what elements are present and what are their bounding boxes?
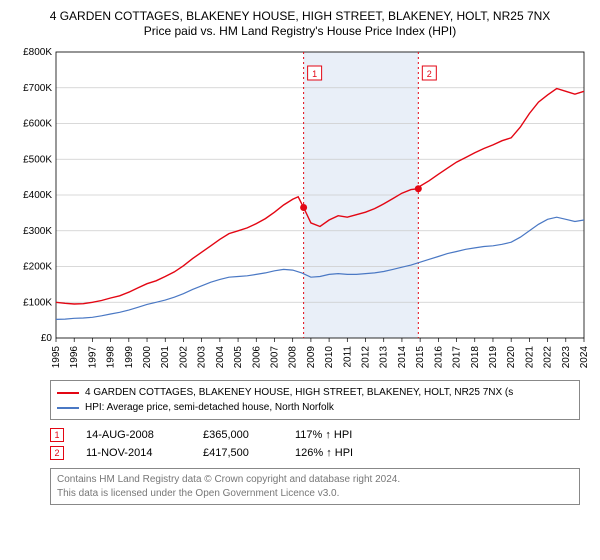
svg-text:£200K: £200K xyxy=(23,262,52,273)
svg-text:2023: 2023 xyxy=(561,346,572,369)
svg-text:2024: 2024 xyxy=(579,346,590,369)
svg-text:£700K: £700K xyxy=(23,83,52,94)
svg-text:2020: 2020 xyxy=(506,346,517,369)
legend-label: HPI: Average price, semi-detached house,… xyxy=(85,400,334,415)
svg-text:£600K: £600K xyxy=(23,119,52,130)
svg-text:2015: 2015 xyxy=(415,346,426,369)
svg-text:2002: 2002 xyxy=(178,346,189,369)
sale-price: £365,000 xyxy=(203,429,273,441)
legend: 4 GARDEN COTTAGES, BLAKENEY HOUSE, HIGH … xyxy=(50,380,580,420)
svg-text:£400K: £400K xyxy=(23,190,52,201)
table-row: 2 11-NOV-2014 £417,500 126% ↑ HPI xyxy=(50,444,580,462)
sale-marker-icon: 2 xyxy=(50,446,64,460)
svg-text:£0: £0 xyxy=(41,333,53,344)
legend-item: 4 GARDEN COTTAGES, BLAKENEY HOUSE, HIGH … xyxy=(57,385,573,400)
svg-text:£800K: £800K xyxy=(23,47,52,58)
legend-swatch xyxy=(57,392,79,394)
legend-swatch xyxy=(57,407,79,409)
svg-text:2016: 2016 xyxy=(433,346,444,369)
svg-text:2001: 2001 xyxy=(160,346,171,369)
svg-text:2009: 2009 xyxy=(306,346,317,369)
attribution-line: Contains HM Land Registry data © Crown c… xyxy=(57,473,573,487)
sale-date: 11-NOV-2014 xyxy=(86,447,181,459)
svg-text:2: 2 xyxy=(427,69,432,79)
svg-text:2011: 2011 xyxy=(342,346,353,368)
svg-text:2004: 2004 xyxy=(215,346,226,369)
svg-text:2019: 2019 xyxy=(488,346,499,369)
sale-price: £417,500 xyxy=(203,447,273,459)
svg-text:£300K: £300K xyxy=(23,226,52,237)
svg-text:2022: 2022 xyxy=(543,346,554,369)
svg-text:2008: 2008 xyxy=(288,346,299,369)
svg-text:£100K: £100K xyxy=(23,297,52,308)
sales-table: 1 14-AUG-2008 £365,000 117% ↑ HPI 2 11-N… xyxy=(50,426,580,462)
chart-container: 4 GARDEN COTTAGES, BLAKENEY HOUSE, HIGH … xyxy=(0,0,600,513)
svg-text:1999: 1999 xyxy=(124,346,135,369)
chart-subtitle: Price paid vs. HM Land Registry's House … xyxy=(10,24,590,38)
svg-text:1998: 1998 xyxy=(106,346,117,369)
table-row: 1 14-AUG-2008 £365,000 117% ↑ HPI xyxy=(50,426,580,444)
svg-text:2017: 2017 xyxy=(452,346,463,369)
sale-date: 14-AUG-2008 xyxy=(86,429,181,441)
svg-text:1996: 1996 xyxy=(69,346,80,369)
svg-text:2007: 2007 xyxy=(269,346,280,369)
attribution: Contains HM Land Registry data © Crown c… xyxy=(50,468,580,505)
sale-pct: 126% ↑ HPI xyxy=(295,447,353,459)
svg-text:2010: 2010 xyxy=(324,346,335,369)
svg-text:2014: 2014 xyxy=(397,346,408,369)
svg-text:2005: 2005 xyxy=(233,346,244,369)
svg-text:2018: 2018 xyxy=(470,346,481,369)
chart-title: 4 GARDEN COTTAGES, BLAKENEY HOUSE, HIGH … xyxy=(10,8,590,24)
svg-text:1: 1 xyxy=(312,69,317,79)
svg-text:2013: 2013 xyxy=(379,346,390,369)
svg-text:2021: 2021 xyxy=(524,346,535,369)
svg-text:2000: 2000 xyxy=(142,346,153,369)
svg-text:£500K: £500K xyxy=(23,154,52,165)
sale-marker-icon: 1 xyxy=(50,428,64,442)
svg-text:1995: 1995 xyxy=(51,346,62,369)
svg-text:2006: 2006 xyxy=(251,346,262,369)
legend-label: 4 GARDEN COTTAGES, BLAKENEY HOUSE, HIGH … xyxy=(85,385,513,400)
svg-text:2012: 2012 xyxy=(361,346,372,369)
legend-item: HPI: Average price, semi-detached house,… xyxy=(57,400,573,415)
attribution-line: This data is licensed under the Open Gov… xyxy=(57,487,573,501)
chart-plot: £0 £100K £200K £300K £400K £500K £600K £700K £80… xyxy=(10,44,590,374)
svg-text:1997: 1997 xyxy=(87,346,98,369)
svg-text:2003: 2003 xyxy=(197,346,208,369)
sale-pct: 117% ↑ HPI xyxy=(295,429,352,441)
